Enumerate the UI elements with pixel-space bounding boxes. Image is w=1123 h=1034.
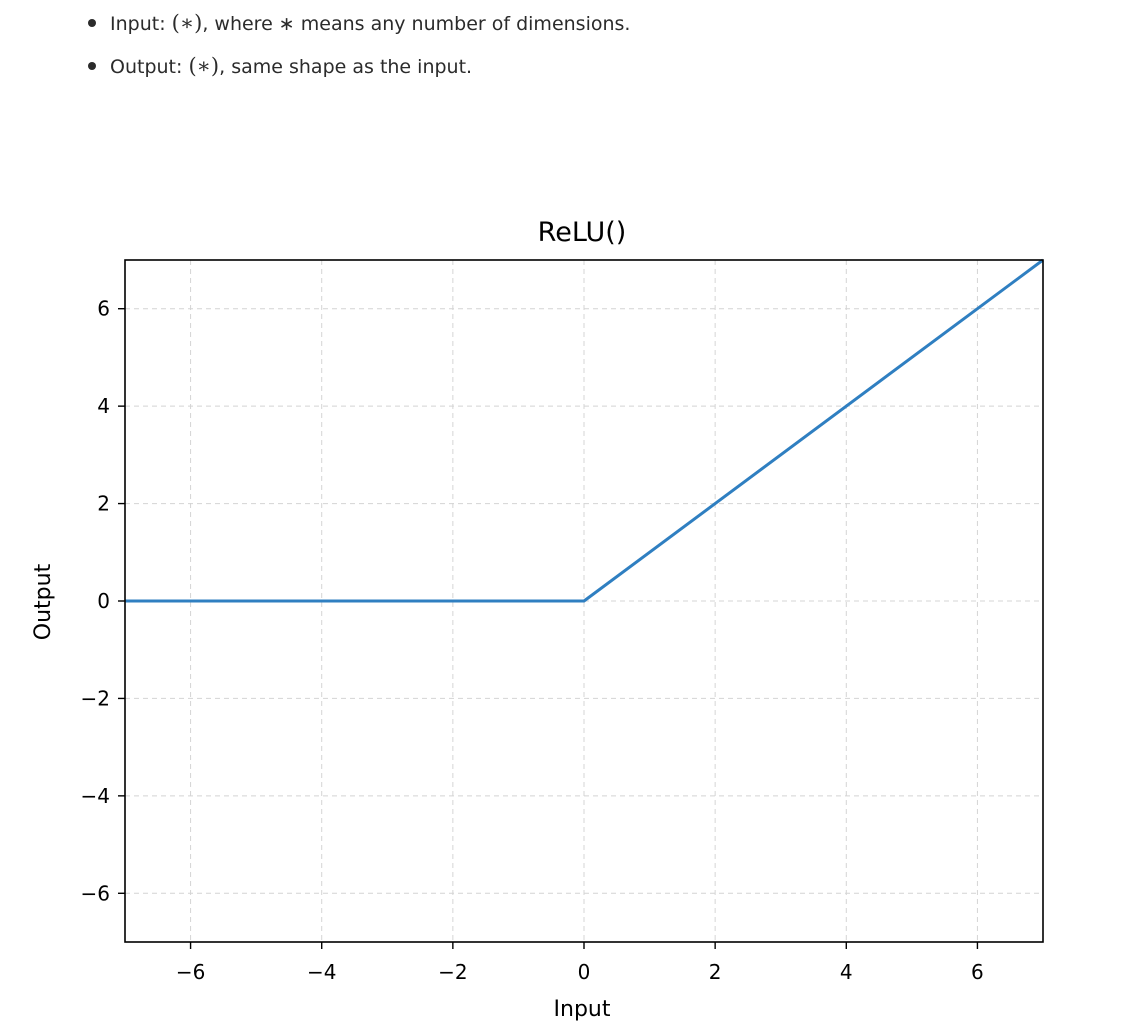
y-tick-label: 4 xyxy=(97,394,110,418)
y-axis-label: Output xyxy=(31,563,56,640)
x-axis-label: Input xyxy=(554,997,611,1022)
input-math: (∗) xyxy=(171,11,203,35)
y-tick-label: −2 xyxy=(81,686,110,710)
y-tick-label: −4 xyxy=(81,784,110,808)
output-shape-text: Output: (∗), same shape as the input. xyxy=(110,51,472,82)
y-tick-label: 6 xyxy=(97,297,110,321)
y-tick-label: 2 xyxy=(97,492,110,516)
x-tick-label: −2 xyxy=(438,960,467,984)
output-description: , same shape as the input. xyxy=(219,56,473,78)
bullet-icon xyxy=(88,62,96,70)
x-tick-label: −6 xyxy=(176,960,205,984)
x-tick-label: 2 xyxy=(709,960,722,984)
output-math: (∗) xyxy=(188,54,220,78)
x-tick-label: 6 xyxy=(971,960,984,984)
grid xyxy=(125,260,1043,942)
y-tick-label: 0 xyxy=(97,589,110,613)
bullet-icon xyxy=(88,19,96,27)
input-shape-text: Input: (∗), where ∗ means any number of … xyxy=(110,8,630,39)
relu-series-line xyxy=(125,258,1044,603)
series-layer xyxy=(125,258,1044,603)
x-tick-label: 4 xyxy=(840,960,853,984)
x-tick-label: 0 xyxy=(578,960,591,984)
input-description: , where ∗ means any number of dimensions… xyxy=(202,13,631,35)
input-label: Input: xyxy=(110,13,166,35)
y-tick-label: −6 xyxy=(81,881,110,905)
output-label: Output: xyxy=(110,56,183,78)
x-tick-label: −4 xyxy=(307,960,336,984)
ticks: −6 −4 −2 0 2 4 6 −6 −4 −2 0 2 4 6 xyxy=(81,297,984,984)
chart-title: ReLU() xyxy=(538,217,627,248)
